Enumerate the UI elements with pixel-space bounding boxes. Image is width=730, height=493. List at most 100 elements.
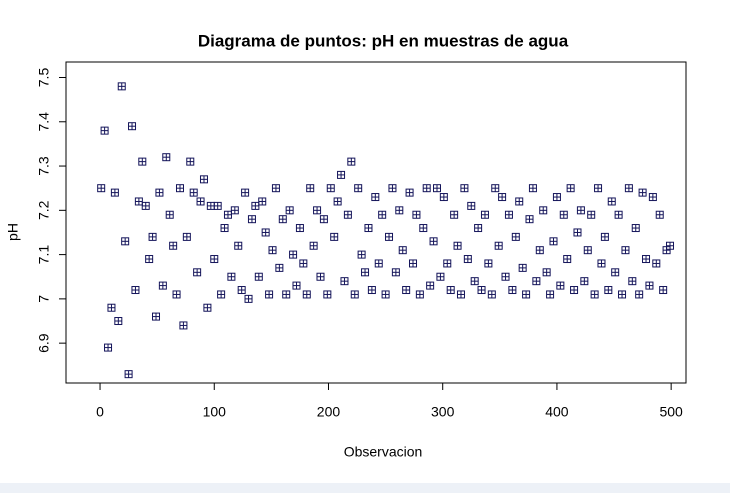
x-axis-label: Observacion (344, 444, 423, 460)
point (378, 210, 387, 219)
point (234, 241, 243, 250)
point (343, 210, 352, 219)
y-tick-label: 7.5 (36, 68, 52, 88)
point (381, 290, 390, 299)
point (621, 246, 630, 255)
point (511, 232, 520, 241)
point (422, 184, 431, 193)
x-tick-label: 200 (317, 404, 341, 420)
point (251, 201, 260, 210)
point (470, 277, 479, 286)
point (559, 210, 568, 219)
point (402, 286, 411, 295)
point (347, 157, 356, 166)
x-tick-label: 100 (203, 404, 227, 420)
point (206, 201, 215, 210)
point (193, 268, 202, 277)
point (104, 343, 113, 352)
point (491, 184, 500, 193)
chart-title: Diagrama de puntos: pH en muestras de ag… (198, 31, 569, 50)
point (220, 224, 229, 233)
point (576, 206, 585, 215)
point (319, 215, 328, 224)
point (285, 206, 294, 215)
point (573, 228, 582, 237)
point (597, 259, 606, 268)
y-tick-label: 7.4 (36, 112, 52, 132)
point (494, 241, 503, 250)
point (539, 206, 548, 215)
x-tick-label: 400 (545, 404, 569, 420)
point (124, 370, 133, 379)
point (398, 246, 407, 255)
point (265, 290, 274, 299)
point (487, 290, 496, 299)
point (446, 286, 455, 295)
point (405, 188, 414, 197)
point (614, 210, 623, 219)
x-tick-label: 500 (659, 404, 683, 420)
point (374, 259, 383, 268)
point (169, 241, 178, 250)
point (162, 153, 171, 162)
point (580, 277, 589, 286)
point (659, 286, 668, 295)
point (313, 206, 322, 215)
window-strip (0, 483, 730, 493)
y-tick-label: 7 (36, 295, 52, 303)
point (546, 290, 555, 299)
point (179, 321, 188, 330)
point (638, 188, 647, 197)
point (450, 210, 459, 219)
point (275, 263, 284, 272)
point (268, 246, 277, 255)
point (354, 184, 363, 193)
point (385, 232, 394, 241)
point (648, 193, 657, 202)
point (415, 290, 424, 299)
point (364, 224, 373, 233)
point (217, 290, 226, 299)
point (628, 277, 637, 286)
y-tick-label: 6.9 (36, 333, 52, 353)
point (282, 290, 291, 299)
point (131, 286, 140, 295)
point (241, 188, 250, 197)
point (196, 197, 205, 206)
point (148, 232, 157, 241)
point (453, 241, 462, 250)
point (439, 193, 448, 202)
point (477, 286, 486, 295)
point (436, 272, 445, 281)
point (292, 281, 301, 290)
point (566, 184, 575, 193)
point (501, 272, 510, 281)
point (395, 206, 404, 215)
point (556, 281, 565, 290)
point (467, 201, 476, 210)
point (412, 210, 421, 219)
point (583, 246, 592, 255)
point (289, 250, 298, 259)
point (460, 184, 469, 193)
point (172, 290, 181, 299)
point (203, 303, 212, 312)
point (532, 277, 541, 286)
point (141, 201, 150, 210)
point (456, 290, 465, 299)
point (117, 82, 126, 91)
point (175, 184, 184, 193)
point (515, 197, 524, 206)
point (271, 184, 280, 193)
point (607, 197, 616, 206)
point (110, 188, 119, 197)
point (247, 215, 256, 224)
point (518, 263, 527, 272)
point (278, 215, 287, 224)
point (652, 259, 661, 268)
point (666, 241, 675, 250)
point (330, 232, 339, 241)
point (432, 184, 441, 193)
point (429, 237, 438, 246)
